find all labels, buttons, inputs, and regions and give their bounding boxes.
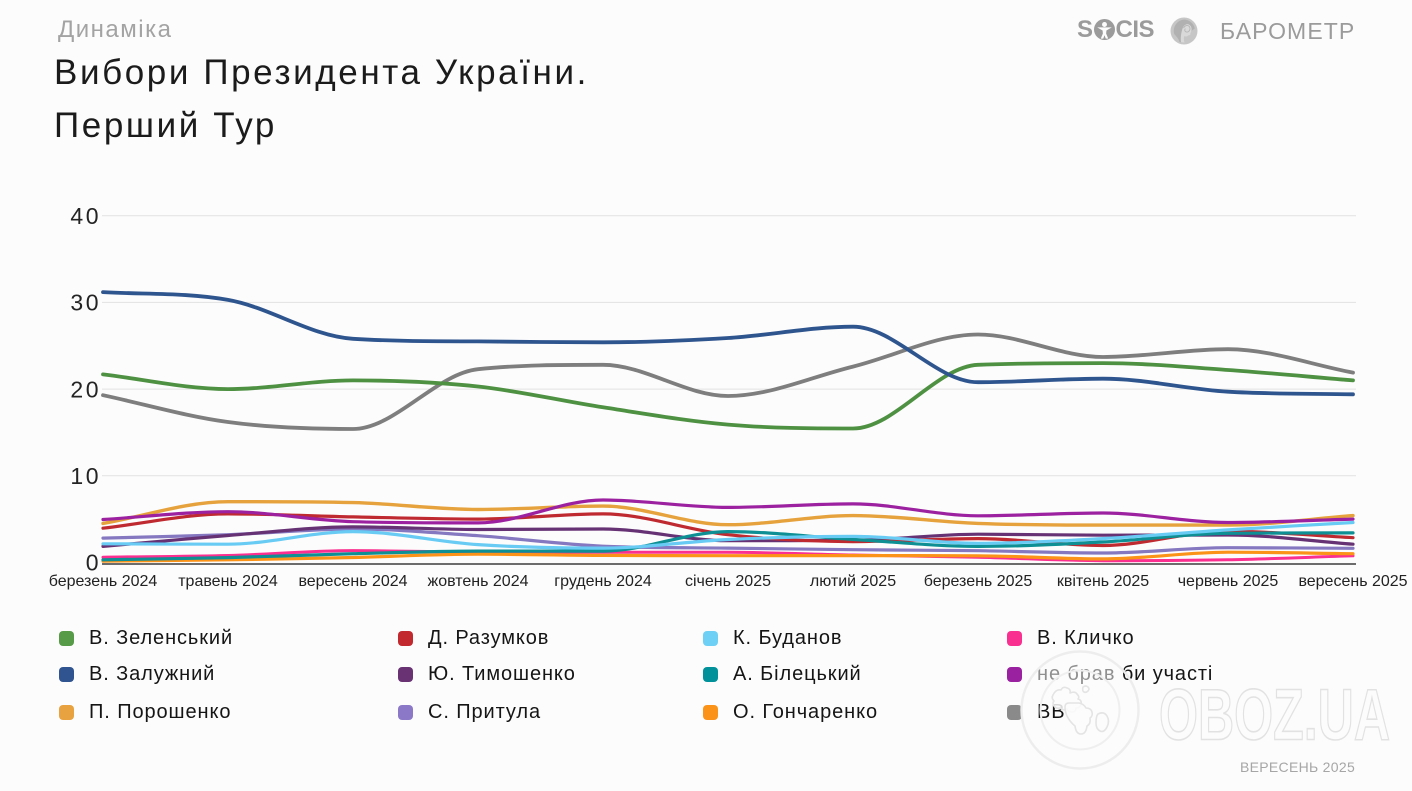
svg-text:жовтень 2024: жовтень 2024 xyxy=(427,573,528,590)
svg-text:0: 0 xyxy=(86,550,101,576)
svg-text:10: 10 xyxy=(70,463,101,489)
svg-text:вересень 2025: вересень 2025 xyxy=(1298,573,1407,590)
svg-text:травень 2024: травень 2024 xyxy=(178,573,278,590)
svg-text:грудень 2024: грудень 2024 xyxy=(554,573,652,590)
svg-text:лютий 2025: лютий 2025 xyxy=(810,573,896,590)
svg-text:березень 2024: березень 2024 xyxy=(49,573,158,590)
svg-text:квітень 2025: квітень 2025 xyxy=(1057,573,1149,590)
svg-text:червень 2025: червень 2025 xyxy=(1178,573,1279,590)
svg-text:30: 30 xyxy=(70,290,101,316)
svg-text:40: 40 xyxy=(70,203,101,229)
svg-text:січень 2025: січень 2025 xyxy=(685,573,771,590)
svg-text:OBOZ.UA: OBOZ.UA xyxy=(1159,676,1390,756)
svg-text:вересень 2024: вересень 2024 xyxy=(298,573,407,590)
svg-text:20: 20 xyxy=(70,376,101,402)
svg-text:березень 2025: березень 2025 xyxy=(924,573,1033,590)
